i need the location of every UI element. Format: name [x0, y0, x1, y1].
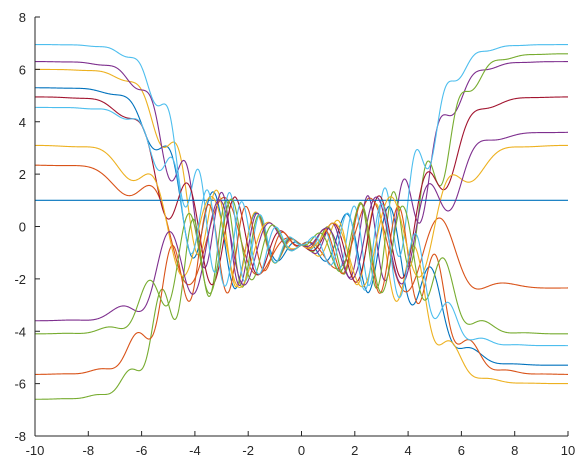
y-tick-label: 6 [19, 62, 26, 77]
series-line-12 [35, 198, 568, 335]
x-tick-label: 8 [511, 443, 518, 458]
series-line-1 [35, 87, 568, 366]
y-tick-label: -4 [14, 324, 26, 339]
series-line-6 [35, 43, 568, 287]
series-line-11 [35, 131, 569, 322]
y-tick-label: 0 [19, 220, 26, 235]
y-tick-label: 2 [19, 167, 26, 182]
y-tick-label: -6 [14, 377, 26, 392]
y-tick-label: -2 [14, 272, 26, 287]
y-axis-ticks: -8 -6 -4 -2 0 2 4 6 8 [14, 10, 40, 444]
y-tick-label: 4 [19, 115, 26, 130]
x-tick-label: -10 [26, 443, 45, 458]
x-tick-label: 6 [458, 443, 465, 458]
x-tick-label: 10 [561, 443, 575, 458]
x-axis-ticks: -10 -8 -6 -4 -2 0 2 4 6 8 10 [26, 431, 575, 458]
x-tick-label: -6 [136, 443, 148, 458]
series-line-3 [35, 68, 568, 385]
y-tick-label: -8 [14, 429, 26, 444]
series-line-7 [34, 96, 568, 286]
series-line-5 [35, 53, 568, 400]
x-tick-label: 0 [298, 443, 305, 458]
x-tick-label: -4 [189, 443, 201, 458]
series-line-9 [34, 203, 569, 375]
series-line-13 [35, 106, 568, 347]
plot-area [34, 43, 569, 400]
x-tick-label: -2 [242, 443, 254, 458]
series-line-2 [34, 164, 568, 293]
x-tick-label: -8 [83, 443, 95, 458]
series-line-10 [34, 144, 569, 289]
x-tick-label: 4 [404, 443, 411, 458]
x-tick-label: 2 [351, 443, 358, 458]
y-tick-label: 8 [19, 10, 26, 25]
